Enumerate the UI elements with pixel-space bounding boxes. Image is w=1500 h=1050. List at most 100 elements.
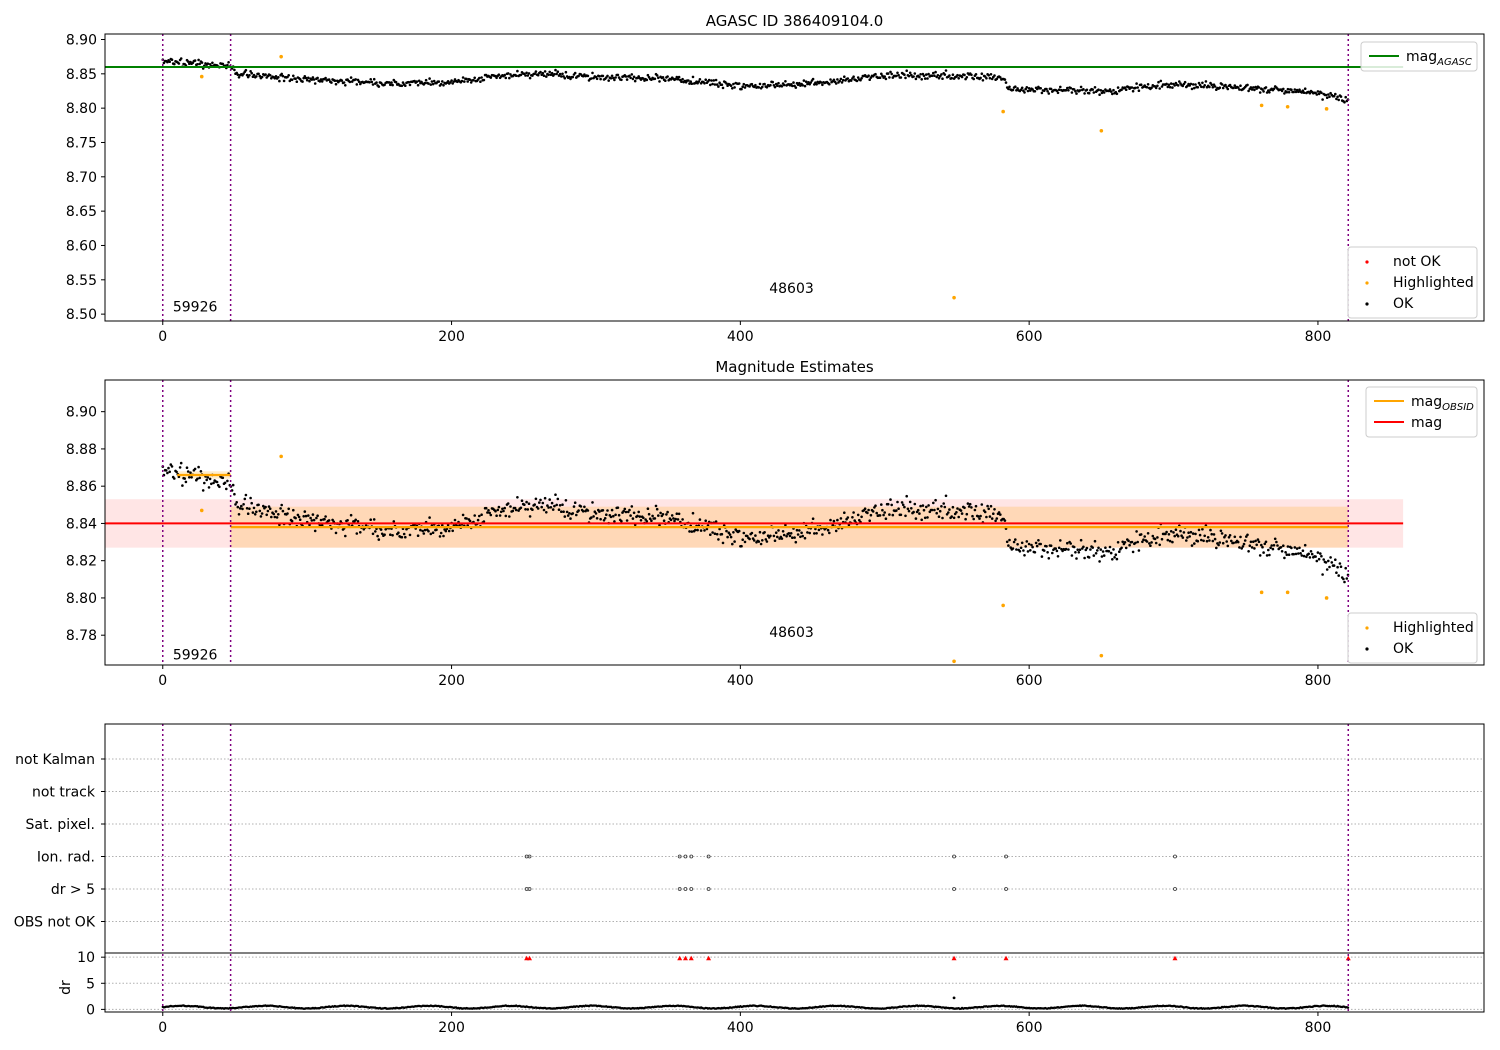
ok-point (1087, 556, 1091, 559)
ok-point (1137, 89, 1141, 92)
ok-point (498, 514, 502, 517)
ok-point (696, 528, 699, 532)
ok-point (813, 532, 816, 535)
ok-point (973, 508, 977, 512)
ok-point (614, 76, 617, 79)
ok-point (971, 514, 974, 518)
ok-point (910, 507, 913, 510)
ok-point (651, 514, 654, 518)
ok-point (661, 513, 665, 516)
ok-point (661, 76, 665, 79)
ok-point (1182, 531, 1186, 534)
ok-point (591, 71, 594, 75)
ok-point (310, 519, 314, 522)
ok-point (1120, 546, 1123, 550)
ok-point (503, 506, 507, 510)
ok-point (1302, 554, 1306, 558)
ok-point (907, 74, 911, 78)
ok-point (1275, 540, 1278, 544)
ok-point (1339, 565, 1343, 568)
ok-point (1336, 565, 1339, 569)
ok-point (999, 76, 1002, 79)
ok-point (282, 79, 286, 83)
legend-marker (1365, 626, 1369, 630)
ok-point (905, 494, 908, 498)
ok-point (1310, 552, 1314, 556)
ok-point (235, 501, 238, 504)
ok-point (645, 78, 649, 82)
ok-point (1167, 533, 1171, 536)
x-tick-label: 0 (158, 1020, 167, 1036)
ok-point (940, 505, 943, 508)
ok-point (422, 532, 426, 535)
ok-point (974, 73, 978, 76)
legend-status: Highlighted OK (1347, 612, 1478, 664)
ok-point (826, 528, 830, 532)
ok-point (387, 81, 391, 84)
x-tick-label: 600 (1016, 329, 1043, 345)
ok-point (1114, 553, 1118, 556)
ok-point (1315, 93, 1319, 96)
highlighted-point (279, 454, 283, 459)
ok-point (340, 79, 344, 82)
ok-point (1201, 527, 1204, 531)
ok-point (1317, 92, 1321, 96)
ok-point (963, 506, 966, 510)
ok-point (509, 505, 512, 508)
ok-point (348, 80, 352, 84)
ok-point (1112, 88, 1115, 92)
ok-point (676, 518, 680, 521)
ok-point (1186, 536, 1189, 539)
ok-point (319, 518, 323, 522)
ok-point (1343, 101, 1346, 104)
ok-point (610, 74, 614, 78)
ok-point (1108, 88, 1112, 91)
ok-point (691, 75, 695, 79)
ok-point (346, 519, 349, 522)
ok-point (1111, 558, 1114, 561)
ok-point (1233, 84, 1237, 87)
ok-point (632, 75, 636, 79)
ok-point (1158, 543, 1161, 547)
ok-point (1094, 552, 1098, 555)
ok-point (807, 81, 810, 84)
ok-point (841, 78, 845, 82)
ok-point (1249, 540, 1253, 544)
ok-point (302, 515, 306, 518)
ok-point (769, 83, 772, 87)
ok-point (516, 496, 519, 499)
ok-point (312, 78, 316, 81)
ok-point (1035, 87, 1039, 91)
ok-point (429, 532, 433, 536)
ok-point (253, 513, 257, 516)
ok-point (799, 535, 802, 539)
ok-point (1327, 559, 1330, 563)
axes-frame (104, 33, 1485, 322)
ok-point (1066, 86, 1069, 90)
ok-point (416, 83, 420, 87)
ok-point (277, 76, 280, 79)
ok-point (601, 509, 605, 512)
ok-point (497, 73, 501, 76)
ok-point (1003, 78, 1007, 81)
ok-point (208, 477, 212, 481)
ok-point (598, 75, 601, 78)
ok-point (789, 532, 793, 535)
ok-point (227, 61, 230, 64)
ok-point (914, 517, 918, 520)
ok-point (280, 503, 284, 507)
ok-point (465, 77, 468, 81)
ok-point (185, 466, 189, 470)
ok-point (1083, 556, 1086, 560)
ok-point (856, 76, 860, 79)
ok-point (720, 83, 724, 86)
ok-point (863, 507, 867, 511)
ok-point (1211, 85, 1215, 89)
ok-point (1113, 556, 1116, 559)
ok-point (389, 83, 392, 87)
ok-point (267, 505, 271, 508)
ok-point (528, 76, 532, 80)
ok-point (989, 73, 993, 76)
ok-point (523, 503, 526, 507)
ok-point (376, 534, 379, 538)
